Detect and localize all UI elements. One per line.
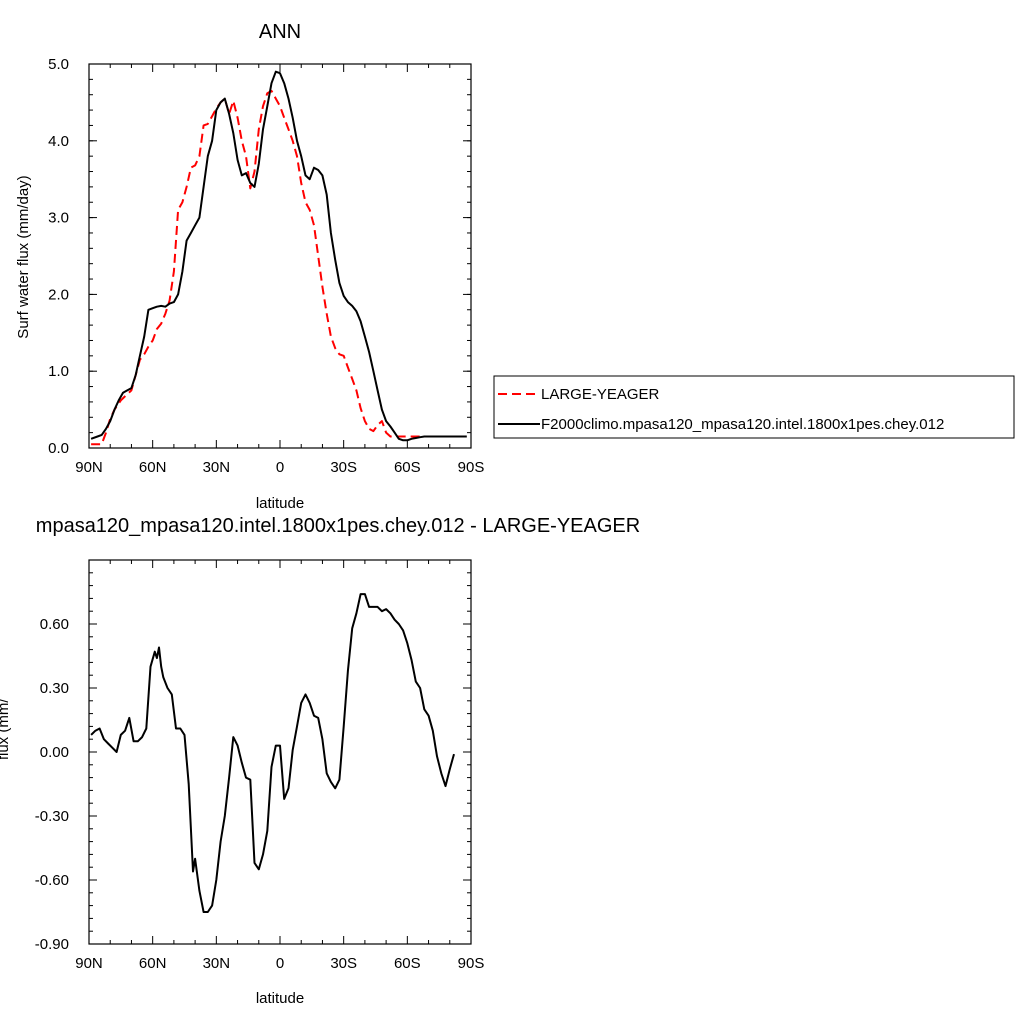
y-tick-label: 1.0: [48, 363, 69, 380]
x-tick-label: 30S: [330, 459, 357, 476]
chart-bottom-x-axis-label: latitude: [256, 990, 304, 1007]
x-tick-label: 0: [276, 955, 284, 972]
chart-bottom-title: mpasa120_mpasa120.intel.1800x1pes.chey.0…: [36, 515, 640, 537]
series-line-large-yeager: [91, 89, 450, 446]
chart-bottom: mpasa120_mpasa120.intel.1800x1pes.chey.0…: [0, 515, 640, 1007]
x-tick-label: 30S: [330, 955, 357, 972]
chart-top-title: ANN: [259, 21, 301, 43]
x-tick-label: 0: [276, 459, 284, 476]
y-tick-label: 0.00: [40, 744, 69, 761]
y-tick-label: 0.60: [40, 616, 69, 633]
chart-top-y-axis-label: Surf water flux (mm/day): [15, 175, 32, 338]
x-tick-label: 30N: [203, 955, 231, 972]
x-tick-label: 30N: [203, 459, 231, 476]
y-tick-label: 3.0: [48, 210, 69, 227]
chart-bottom-y-axis-label: Surf water flux (mm/day): [0, 669, 12, 832]
chart-0-marks: 90N 60N 30N 0 30S 60S 90S 0.0 1.0 2.0 3.0 4.0 5.0: [48, 56, 484, 476]
x-tick-label: 60N: [139, 955, 167, 972]
y-tick-label: 5.0: [48, 56, 69, 73]
y-tick-label: 0.0: [48, 440, 69, 457]
x-tick-label: 90N: [75, 459, 103, 476]
y-tick-label: 4.0: [48, 133, 69, 150]
chart-top-legend: LARGE-YEAGER F2000climo.mpasa120_mpasa12…: [493, 375, 1015, 439]
chart-top: ANN Surf water flux (mm/day) latitude LA…: [15, 21, 1015, 512]
x-tick-label: 90S: [458, 459, 485, 476]
x-tick-label: 60S: [394, 955, 421, 972]
x-tick-label: 60N: [139, 459, 167, 476]
series-line-f2000climo-mpasa120-mpasa120-intel-1800x1pes-chey-012: [90, 70, 467, 442]
legend-label-large-yeager: LARGE-YEAGER: [541, 386, 660, 403]
y-tick-label: -0.60: [35, 872, 69, 889]
y-tick-label: 0.30: [40, 680, 69, 697]
chart-top-x-axis-label: latitude: [256, 495, 304, 512]
legend-label-f2000climo: F2000climo.mpasa120_mpasa120.intel.1800x…: [541, 416, 944, 433]
series-line-difference: [90, 593, 455, 913]
y-tick-label: 2.0: [48, 286, 69, 303]
x-tick-label: 60S: [394, 459, 421, 476]
x-tick-label: 90S: [458, 955, 485, 972]
x-tick-label: 90N: [75, 955, 103, 972]
y-tick-label: -0.90: [35, 936, 69, 953]
chart-1-marks: 90N 60N 30N 0 30S 60S 90S -0.90 -0.60 -0.30 0.00 0.…: [35, 559, 485, 972]
plot-frame: [88, 63, 472, 449]
y-tick-label: -0.30: [35, 808, 69, 825]
legend-box: [493, 375, 1015, 439]
